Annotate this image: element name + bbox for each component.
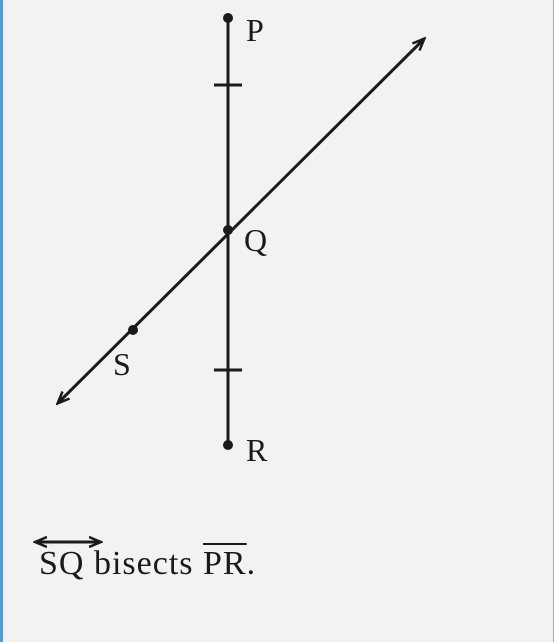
label-r: R [246,432,267,469]
label-p: P [246,12,264,49]
point-p [223,13,233,23]
caption-sq: SQ [39,545,84,582]
caption-mid: bisects [84,545,203,582]
point-r [223,440,233,450]
caption-tail: . [247,545,257,582]
caption-pr: PR [203,545,247,582]
point-q [223,225,233,235]
label-q: Q [244,222,267,259]
caption-text: SQ bisects PR. [39,545,256,583]
point-s [128,325,138,335]
label-s: S [113,346,131,383]
